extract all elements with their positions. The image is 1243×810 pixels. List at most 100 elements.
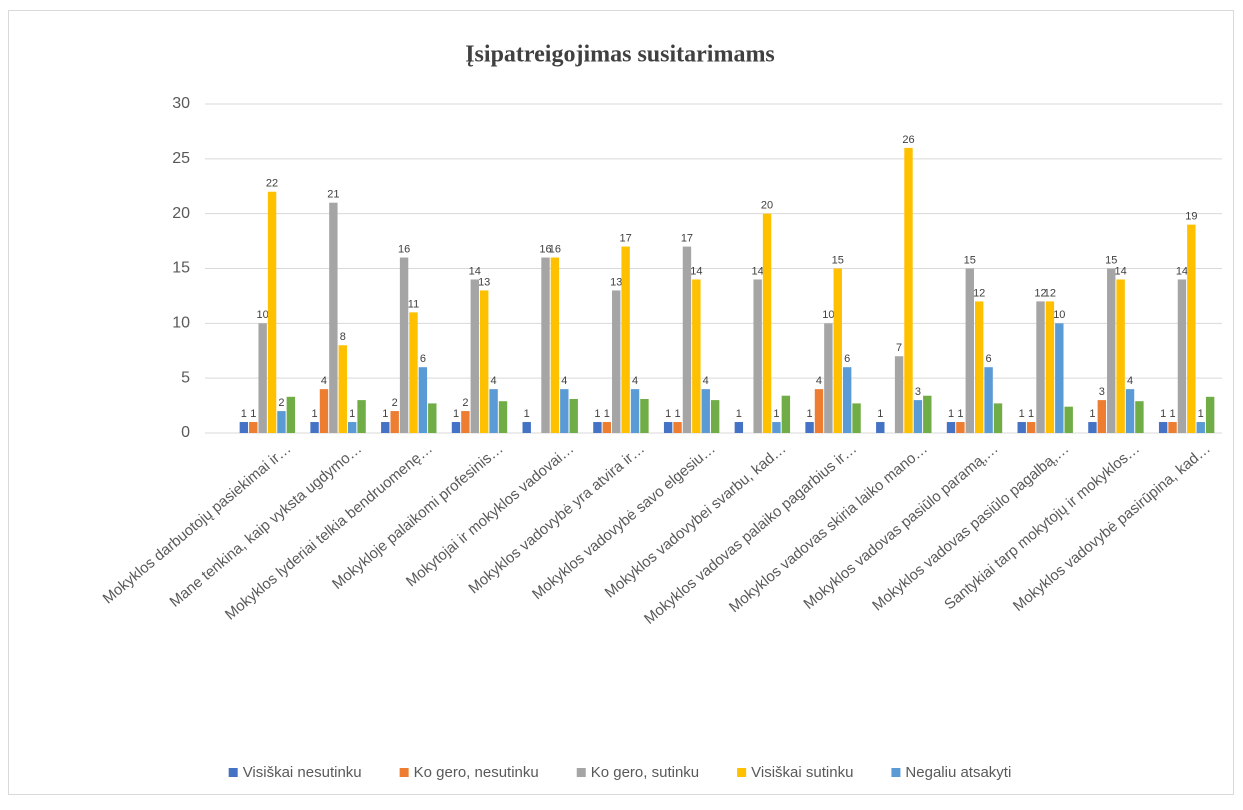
- data-label: 1: [1160, 408, 1166, 420]
- bar: [965, 268, 974, 433]
- bar: [470, 279, 479, 433]
- bar: [1205, 396, 1215, 433]
- data-label: 1: [1169, 408, 1175, 420]
- y-tick-label: 20: [172, 205, 190, 222]
- legend-label: Visiškai sutinku: [751, 764, 853, 781]
- bar: [1168, 422, 1177, 433]
- data-label: 22: [266, 178, 278, 190]
- bar: [913, 400, 923, 433]
- bar: [1045, 301, 1055, 433]
- bar: [329, 202, 338, 433]
- data-label: 1: [665, 408, 671, 420]
- legend-swatch: [576, 768, 586, 777]
- bar: [1026, 422, 1036, 433]
- data-label: 1: [312, 408, 318, 420]
- bar: [621, 246, 630, 433]
- data-label: 14: [752, 265, 764, 277]
- bar: [277, 411, 286, 433]
- bar: [956, 422, 965, 433]
- data-label: 1: [773, 408, 779, 420]
- data-label: 4: [632, 375, 638, 387]
- bar: [984, 367, 993, 433]
- data-label: 12: [1044, 287, 1056, 299]
- bar: [805, 422, 814, 433]
- y-tick-label: 0: [181, 424, 190, 441]
- data-label: 14: [469, 265, 481, 277]
- data-label: 2: [462, 397, 468, 409]
- bar: [814, 389, 824, 433]
- bar: [1107, 268, 1116, 433]
- bar: [550, 257, 560, 433]
- data-label: 2: [278, 397, 284, 409]
- y-tick-label: 10: [172, 315, 190, 332]
- bar: [682, 246, 692, 433]
- bar: [390, 411, 399, 433]
- bar: [640, 399, 649, 433]
- data-label: 1: [250, 408, 256, 420]
- bar: [541, 257, 550, 433]
- chart-title: Įsipatreigojimas susitarimams: [465, 42, 775, 68]
- bar: [772, 422, 781, 433]
- data-label: 1: [594, 408, 600, 420]
- bar: [347, 422, 357, 433]
- bar: [286, 396, 296, 433]
- bar: [428, 403, 437, 433]
- bar: [852, 403, 861, 433]
- legend-label: Visiškai nesutinku: [243, 764, 362, 781]
- data-label: 1: [736, 408, 742, 420]
- bar: [1135, 401, 1144, 433]
- bar: [522, 422, 531, 433]
- data-label: 3: [1099, 386, 1105, 398]
- bar: [560, 389, 569, 433]
- data-label: 4: [816, 375, 822, 387]
- data-label: 1: [382, 408, 388, 420]
- data-label: 7: [896, 342, 902, 354]
- data-label: 26: [902, 134, 914, 146]
- data-label: 1: [604, 408, 610, 420]
- bar: [249, 422, 258, 433]
- data-label: 14: [1115, 265, 1127, 277]
- legend-swatch: [891, 768, 901, 777]
- bar: [876, 422, 885, 433]
- bar: [1187, 224, 1196, 433]
- data-label: 1: [349, 408, 355, 420]
- legend-swatch: [228, 768, 238, 777]
- bar: [824, 323, 833, 433]
- bar: [975, 301, 984, 433]
- legend-label: Ko gero, nesutinku: [414, 764, 539, 781]
- data-label: 17: [681, 232, 693, 244]
- bar: [894, 356, 904, 433]
- data-label: 1: [1198, 408, 1204, 420]
- data-label: 6: [420, 353, 426, 365]
- bar: [842, 367, 852, 433]
- bar: [833, 268, 842, 433]
- bar: [461, 411, 470, 433]
- bar: [904, 147, 913, 433]
- data-label: 1: [948, 408, 954, 420]
- bar: [319, 389, 329, 433]
- bar: [1088, 422, 1097, 433]
- data-label: 11: [408, 298, 419, 310]
- data-label: 15: [964, 254, 976, 266]
- bar: [381, 422, 390, 433]
- data-label: 4: [703, 375, 709, 387]
- bar: [762, 213, 772, 433]
- bar: [734, 422, 744, 433]
- data-label: 4: [561, 375, 567, 387]
- data-label: 10: [257, 309, 269, 321]
- bar: [781, 395, 791, 433]
- bar: [1097, 400, 1107, 433]
- bar: [1116, 279, 1125, 433]
- bar: [480, 290, 489, 433]
- data-label: 4: [321, 375, 327, 387]
- y-tick-label: 15: [172, 260, 190, 277]
- bar: [267, 191, 277, 433]
- data-label: 14: [690, 265, 702, 277]
- data-label: 1: [241, 408, 247, 420]
- bar: [451, 422, 461, 433]
- bar: [338, 345, 347, 433]
- bar: [701, 389, 710, 433]
- bar: [1158, 422, 1168, 433]
- bar: [1064, 406, 1073, 433]
